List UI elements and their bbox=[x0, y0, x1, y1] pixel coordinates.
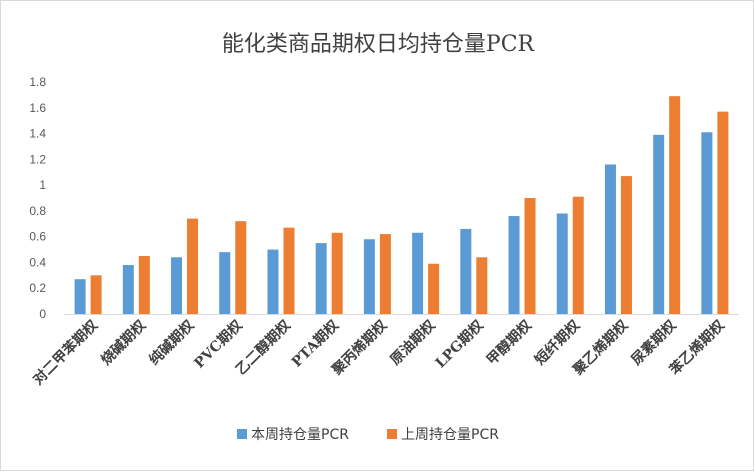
bar-this-week-1 bbox=[122, 265, 134, 314]
y-tick-label: 0.2 bbox=[29, 281, 46, 295]
bar-this-week-10 bbox=[556, 213, 568, 314]
y-tick-label: 0.6 bbox=[29, 230, 46, 244]
bar-last-week-13 bbox=[717, 111, 729, 315]
bar-last-week-12 bbox=[669, 96, 681, 314]
bar-last-week-11 bbox=[620, 176, 632, 314]
bar-last-week-0 bbox=[90, 275, 102, 314]
bar-this-week-11 bbox=[604, 164, 616, 314]
bar-layer bbox=[74, 96, 729, 315]
x-category-label: 烧碱期权 bbox=[98, 316, 150, 368]
bar-this-week-9 bbox=[508, 216, 520, 314]
bar-this-week-6 bbox=[363, 239, 375, 314]
legend-swatch bbox=[237, 429, 247, 439]
axis-layer: 0 0.2 0.4 0.6 0.8 1 1.2 1.4 1.6 1.8 bbox=[29, 75, 739, 321]
bar-this-week-12 bbox=[653, 134, 665, 314]
x-category-label: 纯碱期权 bbox=[146, 316, 198, 368]
legend-label: 上周持仓量PCR bbox=[401, 427, 499, 443]
bar-last-week-2 bbox=[187, 218, 199, 314]
bar-last-week-7 bbox=[428, 263, 440, 314]
y-tick-label: 0 bbox=[39, 307, 46, 321]
bar-last-week-5 bbox=[331, 232, 343, 314]
bar-last-week-3 bbox=[235, 221, 247, 314]
bar-last-week-8 bbox=[476, 257, 488, 314]
category-label-layer: 对二甲苯期权烧碱期权纯碱期权PVC期权乙二醇期权PTA期权聚丙烯期权原油期权LP… bbox=[30, 316, 729, 388]
y-tick-label: 1 bbox=[39, 178, 46, 192]
bar-last-week-4 bbox=[283, 227, 295, 314]
legend-swatch bbox=[387, 429, 397, 439]
y-tick-label: 0.4 bbox=[29, 255, 46, 269]
bar-last-week-1 bbox=[138, 256, 150, 314]
bar-last-week-9 bbox=[524, 198, 536, 314]
y-tick-label: 1.6 bbox=[29, 101, 46, 115]
bar-last-week-10 bbox=[572, 196, 584, 314]
y-tick-label: 1.4 bbox=[29, 127, 46, 141]
legend: 本周持仓量PCR 上周持仓量PCR bbox=[237, 427, 499, 443]
bar-this-week-5 bbox=[315, 243, 327, 314]
bar-this-week-8 bbox=[460, 228, 472, 314]
x-category-label: 原油期权 bbox=[387, 316, 439, 368]
legend-label: 本周持仓量PCR bbox=[251, 427, 349, 443]
bar-this-week-0 bbox=[74, 279, 86, 314]
y-tick-label: 0.8 bbox=[29, 204, 46, 218]
bar-this-week-4 bbox=[267, 249, 279, 314]
x-category-label: 甲醇期权 bbox=[483, 316, 535, 368]
x-category-label: LPG期权 bbox=[432, 316, 487, 371]
bar-this-week-3 bbox=[219, 252, 231, 314]
chart-title: 能化类商品期权日均持仓量PCR bbox=[222, 32, 536, 57]
y-tick-label: 1.8 bbox=[29, 75, 46, 89]
x-category-label: 对二甲苯期权 bbox=[30, 316, 102, 388]
y-tick-label: 1.2 bbox=[29, 152, 46, 166]
bar-this-week-2 bbox=[171, 257, 183, 314]
bar-this-week-13 bbox=[701, 132, 713, 314]
bar-last-week-6 bbox=[379, 234, 391, 314]
bar-this-week-7 bbox=[412, 232, 424, 314]
